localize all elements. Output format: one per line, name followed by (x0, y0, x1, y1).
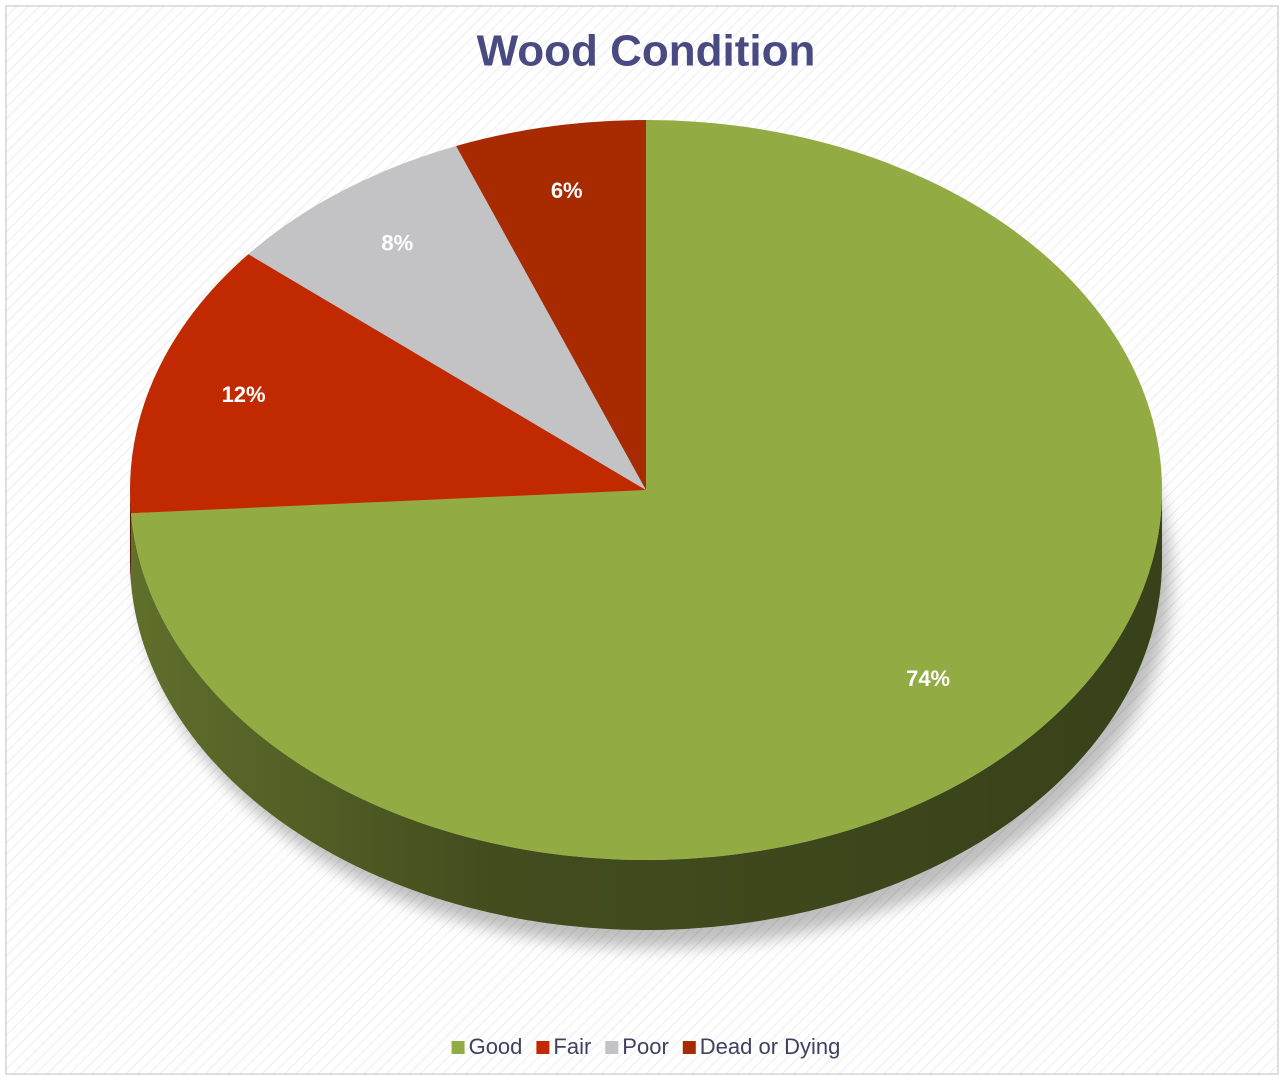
data-label: 12% (222, 382, 266, 407)
legend-swatch (682, 1041, 696, 1054)
data-label: 74% (906, 666, 950, 691)
legend-label: Poor (622, 1034, 668, 1059)
legend-item: Fair (536, 1034, 591, 1059)
chart-title: Wood Condition (477, 27, 816, 76)
legend-swatch (536, 1041, 550, 1054)
legend-label: Dead or Dying (700, 1034, 841, 1059)
pie-slice (131, 120, 1162, 861)
pie-slice (248, 145, 646, 490)
legend-item: Poor (605, 1034, 669, 1059)
legend-item: Good (451, 1034, 523, 1059)
legend-label: Fair (553, 1034, 591, 1059)
pie: 74% 12% 8% 6% (129, 120, 1172, 948)
pie-slice (456, 120, 646, 490)
legend-swatch (451, 1041, 465, 1054)
legend: Good Fair Poor Dead or Dying (451, 1034, 841, 1059)
data-label: 6% (551, 178, 583, 203)
legend-swatch (605, 1041, 619, 1054)
legend-label: Good (469, 1034, 523, 1059)
pie-slice (129, 254, 646, 514)
data-label: 8% (381, 230, 413, 255)
legend-item: Dead or Dying (682, 1034, 841, 1059)
pie-side-shade (131, 490, 1163, 930)
pie-side-shade (130, 490, 132, 584)
